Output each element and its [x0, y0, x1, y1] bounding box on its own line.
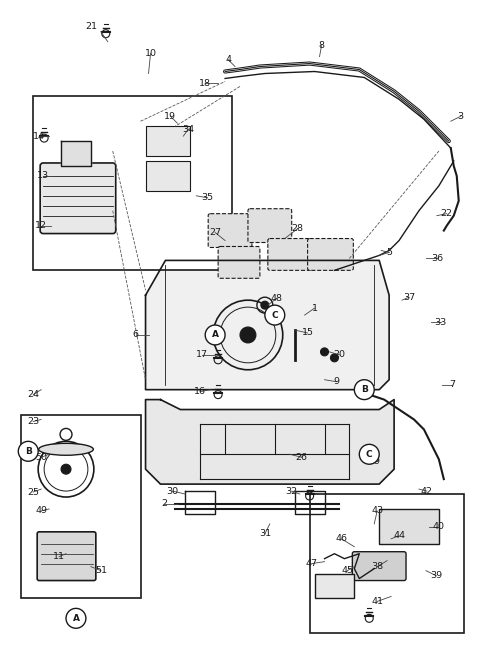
- Text: 17: 17: [196, 350, 208, 359]
- Bar: [310, 494, 464, 633]
- Bar: [145, 161, 190, 191]
- Polygon shape: [145, 399, 394, 484]
- Text: 7: 7: [449, 380, 455, 389]
- Text: 6: 6: [132, 331, 139, 339]
- Text: 10: 10: [144, 49, 156, 58]
- FancyBboxPatch shape: [248, 209, 292, 242]
- FancyBboxPatch shape: [308, 238, 353, 271]
- Text: B: B: [361, 385, 368, 394]
- Text: 4: 4: [225, 55, 231, 64]
- Text: 1: 1: [312, 304, 318, 313]
- FancyBboxPatch shape: [37, 532, 96, 581]
- Bar: [145, 126, 190, 156]
- Text: 42: 42: [421, 486, 433, 496]
- Circle shape: [354, 379, 374, 399]
- Text: 34: 34: [182, 125, 194, 134]
- Text: 48: 48: [271, 294, 283, 303]
- Circle shape: [66, 609, 86, 628]
- Text: 40: 40: [433, 522, 445, 531]
- FancyBboxPatch shape: [352, 552, 406, 581]
- Circle shape: [240, 327, 256, 343]
- Text: 35: 35: [201, 193, 213, 202]
- Bar: [379, 509, 439, 544]
- Bar: [314, 574, 354, 599]
- FancyBboxPatch shape: [208, 214, 252, 248]
- Text: 45: 45: [341, 566, 353, 575]
- Text: A: A: [72, 614, 80, 623]
- Text: 19: 19: [165, 112, 177, 121]
- Text: 38: 38: [371, 562, 383, 571]
- Text: A: A: [212, 331, 219, 339]
- Text: 16: 16: [194, 387, 206, 396]
- Text: 3: 3: [457, 112, 464, 121]
- Text: 37: 37: [403, 292, 415, 302]
- Text: 11: 11: [53, 552, 65, 561]
- Text: 18: 18: [199, 79, 211, 88]
- Ellipse shape: [39, 444, 93, 455]
- Text: 41: 41: [371, 597, 383, 606]
- Text: 28: 28: [292, 224, 304, 233]
- FancyBboxPatch shape: [40, 163, 116, 234]
- Text: 33: 33: [435, 317, 447, 327]
- FancyBboxPatch shape: [218, 246, 260, 279]
- Bar: [21, 414, 141, 599]
- Text: 24: 24: [27, 390, 39, 399]
- Circle shape: [261, 301, 269, 309]
- Text: 27: 27: [209, 228, 221, 237]
- Text: 2: 2: [161, 500, 168, 508]
- Text: 20: 20: [334, 350, 346, 359]
- Circle shape: [321, 348, 328, 356]
- Text: 44: 44: [393, 531, 405, 541]
- Text: 22: 22: [441, 209, 453, 218]
- Polygon shape: [145, 261, 389, 389]
- Text: 14: 14: [33, 131, 45, 141]
- Text: 29: 29: [368, 457, 380, 466]
- Text: 15: 15: [301, 329, 313, 337]
- Text: 31: 31: [259, 529, 271, 539]
- Circle shape: [205, 325, 225, 345]
- Text: 12: 12: [35, 221, 47, 230]
- FancyBboxPatch shape: [268, 238, 313, 271]
- Text: 30: 30: [167, 486, 179, 496]
- Text: 50: 50: [35, 453, 47, 462]
- Circle shape: [330, 354, 338, 362]
- Text: 21: 21: [85, 22, 97, 31]
- Circle shape: [61, 464, 71, 474]
- Text: 39: 39: [430, 571, 442, 580]
- Text: 23: 23: [27, 417, 39, 426]
- Circle shape: [18, 442, 38, 461]
- Text: 5: 5: [386, 248, 392, 257]
- Text: C: C: [366, 449, 372, 459]
- Bar: [33, 96, 232, 271]
- Text: 25: 25: [27, 488, 39, 496]
- Text: 47: 47: [306, 559, 318, 568]
- Text: C: C: [272, 311, 278, 319]
- Text: 46: 46: [336, 535, 348, 543]
- Circle shape: [265, 305, 285, 325]
- Text: 8: 8: [319, 41, 324, 50]
- Text: 43: 43: [371, 506, 383, 515]
- Text: 49: 49: [35, 506, 47, 515]
- Text: 26: 26: [296, 453, 308, 462]
- Text: 51: 51: [95, 566, 107, 575]
- Polygon shape: [61, 141, 91, 166]
- Text: 13: 13: [37, 172, 49, 180]
- Circle shape: [360, 444, 379, 464]
- Text: 9: 9: [334, 378, 339, 386]
- Text: 32: 32: [286, 486, 298, 496]
- Text: 36: 36: [431, 254, 443, 263]
- Text: B: B: [25, 447, 32, 456]
